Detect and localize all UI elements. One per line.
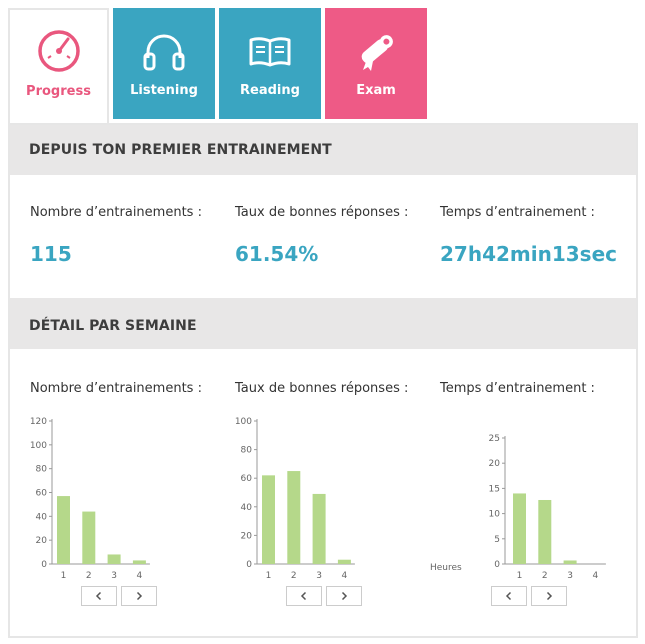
y-tick-label: 5 xyxy=(494,535,500,545)
weekly-time-label: Temps d’entrainement : xyxy=(440,381,595,396)
stat-accuracy-label: Taux de bonnes réponses : xyxy=(235,205,409,220)
stat-accuracy-value: 61.54% xyxy=(235,242,319,266)
headphones-icon xyxy=(143,34,185,71)
tab-progress-label: Progress xyxy=(26,84,91,99)
bar-1 xyxy=(513,493,526,564)
next-week-button[interactable] xyxy=(326,586,362,606)
stat-time-value: 27h42min13sec xyxy=(440,242,617,266)
x-tick-label: 1 xyxy=(61,571,67,581)
y-tick-label: 120 xyxy=(30,417,47,427)
chevron-left-icon xyxy=(95,591,102,601)
prev-week-button[interactable] xyxy=(491,586,527,606)
stat-trainings-value: 115 xyxy=(30,242,72,266)
weekly-trainings-chart: 0 20 40 60 80 100 120 1 2 3 4 xyxy=(20,411,170,585)
tab-listening-label: Listening xyxy=(130,83,198,98)
y-tick-label: 0 xyxy=(41,560,47,570)
y-tick-label: 60 xyxy=(36,489,48,499)
chevron-right-icon xyxy=(341,591,348,601)
chevron-left-icon xyxy=(505,591,512,601)
bar-2 xyxy=(538,499,552,564)
y-tick-label: 0 xyxy=(494,560,500,570)
trainings-pager xyxy=(81,586,157,606)
x-tick-label: 3 xyxy=(567,571,573,581)
bar-4 xyxy=(132,560,146,564)
bar-3 xyxy=(312,493,326,564)
weekly-time-chart: 0 5 10 15 20 25 1 2 3 4 Heures xyxy=(430,411,606,585)
bar-4 xyxy=(337,559,351,564)
progress-panel: DEPUIS TON PREMIER ENTRAINEMENT Nombre d… xyxy=(8,123,638,638)
chevron-right-icon xyxy=(546,591,553,601)
x-tick-label: 1 xyxy=(517,571,523,581)
x-tick-label: 3 xyxy=(111,571,117,581)
gauge-icon xyxy=(38,30,80,72)
y-tick-label: 100 xyxy=(235,417,252,427)
prev-week-button[interactable] xyxy=(81,586,117,606)
y-tick-label: 80 xyxy=(36,465,48,475)
x-tick-label: 2 xyxy=(291,571,297,581)
x-tick-label: 4 xyxy=(593,571,599,581)
tab-bar: Progress Listening Reading Ex xyxy=(8,8,638,123)
x-tick-label: 2 xyxy=(542,571,548,581)
x-tick-label: 1 xyxy=(266,571,272,581)
weekly-accuracy-label: Taux de bonnes réponses : xyxy=(235,381,409,396)
next-week-button[interactable] xyxy=(531,586,567,606)
y-tick-label: 40 xyxy=(241,503,253,513)
weekly-heading: DÉTAIL PAR SEMAINE xyxy=(10,298,636,349)
tab-progress[interactable]: Progress xyxy=(8,8,109,123)
chevron-right-icon xyxy=(136,591,143,601)
tab-reading-label: Reading xyxy=(240,83,300,98)
bar-2 xyxy=(287,471,301,564)
x-tick-label: 2 xyxy=(86,571,92,581)
stat-time-label: Temps d’entrainement : xyxy=(440,205,595,220)
weekly-accuracy-chart: 0 20 40 60 80 100 1 2 3 4 xyxy=(225,411,375,585)
book-icon xyxy=(249,37,291,67)
tab-exam[interactable]: Exam xyxy=(325,8,427,119)
bar-1 xyxy=(57,496,70,564)
tab-exam-label: Exam xyxy=(356,83,396,98)
bar-3 xyxy=(563,560,577,564)
x-tick-label: 4 xyxy=(137,571,143,581)
bar-1 xyxy=(262,475,275,564)
chevron-left-icon xyxy=(300,591,307,601)
x-tick-label: 3 xyxy=(316,571,322,581)
y-tick-label: 20 xyxy=(36,536,48,546)
time-pager xyxy=(491,586,567,606)
y-tick-label: 100 xyxy=(30,441,47,451)
y-tick-label: 60 xyxy=(241,474,253,484)
y-tick-label: 25 xyxy=(489,434,500,444)
y-tick-label: 20 xyxy=(241,531,253,541)
bar-3 xyxy=(107,554,121,564)
y-tick-label: 0 xyxy=(246,560,252,570)
bar-2 xyxy=(82,511,96,564)
tab-reading[interactable]: Reading xyxy=(219,8,321,119)
y-tick-label: 40 xyxy=(36,512,48,522)
y-tick-label: 15 xyxy=(489,484,500,494)
stat-trainings-label: Nombre d’entrainements : xyxy=(30,205,202,220)
y-tick-label: 80 xyxy=(241,446,253,456)
accuracy-pager xyxy=(286,586,362,606)
y-axis-unit-label: Heures xyxy=(430,563,462,573)
summary-heading: DEPUIS TON PREMIER ENTRAINEMENT xyxy=(10,125,636,175)
weekly-trainings-label: Nombre d’entrainements : xyxy=(30,381,202,396)
prev-week-button[interactable] xyxy=(286,586,322,606)
tab-listening[interactable]: Listening xyxy=(113,8,215,119)
y-tick-label: 20 xyxy=(489,459,501,469)
diploma-icon xyxy=(361,35,393,71)
y-tick-label: 10 xyxy=(489,510,501,520)
next-week-button[interactable] xyxy=(121,586,157,606)
x-tick-label: 4 xyxy=(342,571,348,581)
